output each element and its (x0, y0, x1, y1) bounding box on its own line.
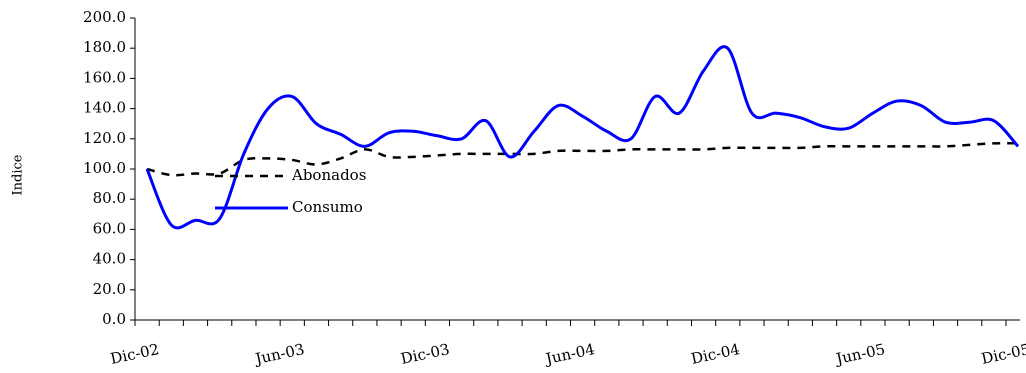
y-tick-label: 200.0 (83, 8, 126, 26)
y-axis-label: Indice (11, 154, 26, 195)
y-tick-label: 180.0 (83, 38, 126, 56)
x-tick-label: Jun-04 (542, 340, 596, 368)
y-tick-label: 120.0 (83, 129, 126, 147)
x-tick-label: Jun-03 (252, 340, 306, 368)
y-tick-label: 60.0 (93, 219, 126, 237)
y-tick-label: 160.0 (83, 68, 126, 86)
x-tick-label: Jun-05 (833, 340, 887, 368)
legend-label: Consumo (292, 198, 363, 216)
y-tick-label: 80.0 (93, 189, 126, 207)
y-tick-label: 100.0 (83, 159, 126, 177)
y-tick-label: 20.0 (93, 280, 126, 298)
y-tick-label: 140.0 (83, 99, 126, 117)
y-tick-label: 0.0 (102, 310, 126, 328)
y-tick-label: 40.0 (93, 250, 126, 268)
x-tick-label: Dic-02 (109, 340, 161, 368)
data-line (145, 45, 1020, 230)
x-tick-label: Dic-03 (399, 340, 451, 368)
legend-label: Abonados (291, 166, 366, 184)
data-line (146, 141, 1019, 177)
x-tick-label: Dic-04 (689, 340, 741, 368)
x-tick-label: Dic-05 (980, 340, 1026, 368)
